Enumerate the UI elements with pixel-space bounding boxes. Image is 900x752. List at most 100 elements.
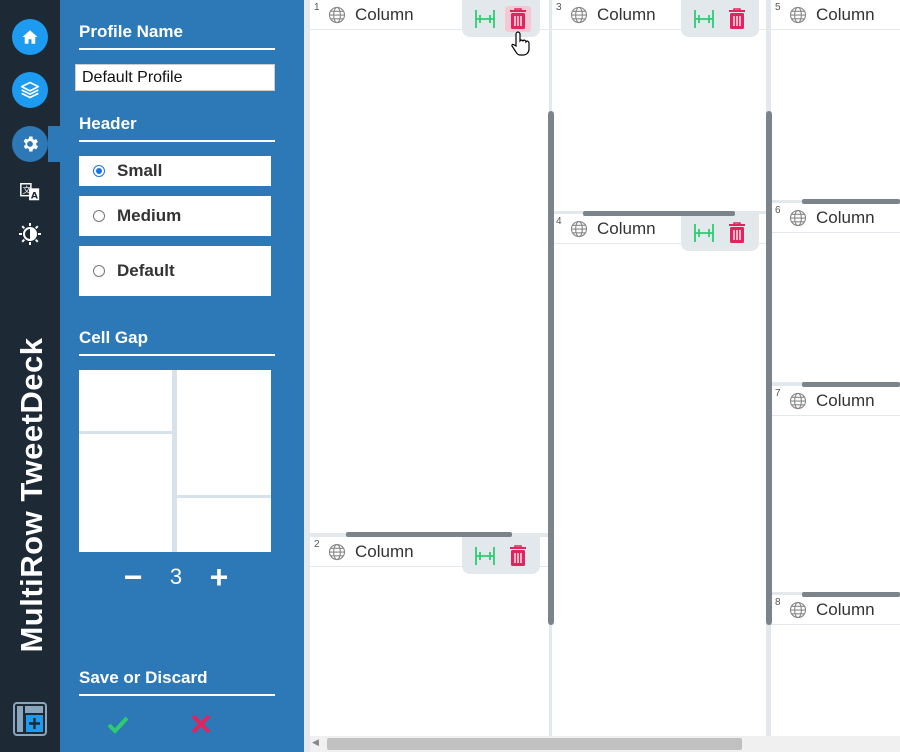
column-title: Column xyxy=(355,542,414,561)
translate-icon: 文A xyxy=(20,183,40,201)
delete-button[interactable] xyxy=(724,6,750,32)
split-icon xyxy=(693,9,714,28)
radio-selected[interactable] xyxy=(93,165,105,177)
column-header: 2 Column xyxy=(310,537,549,567)
column-actions xyxy=(462,0,540,37)
column-title: Column xyxy=(597,219,656,238)
column-cell: 6 Column xyxy=(771,203,900,382)
header-option-small[interactable]: Small xyxy=(79,156,271,186)
split-icon xyxy=(474,546,495,565)
header-title: Header xyxy=(79,114,275,142)
trash-icon xyxy=(728,7,745,29)
column-header: 3 Column xyxy=(552,0,766,30)
settings-panel: Profile Name Header Small Medium Default… xyxy=(60,0,304,752)
header-option-label: Small xyxy=(117,161,163,180)
column-cell: 7 Column xyxy=(771,386,900,592)
header-option-medium[interactable]: Medium xyxy=(79,196,271,236)
split-button[interactable] xyxy=(691,220,717,246)
radio-unselected[interactable] xyxy=(93,210,105,222)
split-button[interactable] xyxy=(691,6,717,32)
column-number: 5 xyxy=(775,2,781,13)
row-resize-handle[interactable] xyxy=(583,211,735,216)
save-title: Save or Discard xyxy=(79,668,275,696)
column-actions xyxy=(681,214,759,251)
column-resize-handle[interactable] xyxy=(766,111,772,625)
column-title: Column xyxy=(816,208,875,227)
column-workspace: 1 Column 2 Column 3 Column xyxy=(304,0,900,752)
column-header: 5 Column xyxy=(771,0,900,30)
column-cell: 5 Column xyxy=(771,0,900,200)
home-icon xyxy=(22,30,38,44)
increase-button[interactable]: + xyxy=(209,559,229,595)
column-cell: 8 Column xyxy=(771,595,900,736)
row-resize-handle[interactable] xyxy=(802,592,900,597)
column-number: 8 xyxy=(775,597,781,608)
add-layout-icon xyxy=(13,702,47,736)
cell-gap-preview xyxy=(79,370,271,552)
globe-icon xyxy=(789,209,807,227)
split-icon xyxy=(474,9,495,28)
horizontal-scroll-thumb[interactable] xyxy=(327,738,742,750)
profile-name-input[interactable] xyxy=(75,64,275,91)
globe-icon xyxy=(328,6,346,24)
column-title: Column xyxy=(816,391,875,410)
column-number: 7 xyxy=(775,388,781,399)
column-header: 7 Column xyxy=(771,386,900,416)
radio-unselected[interactable] xyxy=(93,265,105,277)
cell-gap-value: 3 xyxy=(169,564,183,589)
cell-gap-title: Cell Gap xyxy=(79,328,275,356)
svg-text:A: A xyxy=(31,190,39,201)
column-title: Column xyxy=(355,5,414,24)
discard-button[interactable] xyxy=(189,712,213,736)
brightness-icon xyxy=(19,223,41,245)
header-option-label: Default xyxy=(117,261,175,280)
split-icon xyxy=(693,223,714,242)
row-resize-handle[interactable] xyxy=(346,532,512,537)
column-number: 4 xyxy=(556,216,562,227)
globe-icon xyxy=(789,601,807,619)
cell-gap-stepper: − 3 + xyxy=(118,559,234,595)
split-button[interactable] xyxy=(472,6,498,32)
row-resize-handle[interactable] xyxy=(802,199,900,204)
layers-button[interactable] xyxy=(12,72,48,108)
profile-name-title: Profile Name xyxy=(79,22,275,50)
column-header: 4 Column xyxy=(552,214,766,244)
globe-icon xyxy=(789,6,807,24)
add-layout-button[interactable] xyxy=(13,702,47,736)
delete-button[interactable] xyxy=(724,220,750,246)
home-button[interactable] xyxy=(12,19,48,55)
theme-button[interactable] xyxy=(12,216,48,252)
delete-button[interactable] xyxy=(505,543,531,569)
column-actions xyxy=(681,0,759,37)
close-icon xyxy=(191,714,211,734)
row-resize-handle[interactable] xyxy=(802,382,900,387)
header-option-label: Medium xyxy=(117,206,182,225)
delete-button[interactable] xyxy=(504,5,531,32)
column-title: Column xyxy=(816,5,875,24)
trash-icon xyxy=(509,7,526,29)
layers-icon xyxy=(20,81,40,99)
scroll-left-arrow[interactable]: ◀ xyxy=(312,737,319,747)
check-icon xyxy=(107,716,129,734)
column-cell: 2 Column xyxy=(310,537,549,736)
globe-icon xyxy=(570,220,588,238)
header-option-default[interactable]: Default xyxy=(79,246,271,296)
column-number: 1 xyxy=(314,2,320,13)
trash-icon xyxy=(728,221,745,243)
column-number: 3 xyxy=(556,2,562,13)
column-title: Column xyxy=(597,5,656,24)
save-button[interactable] xyxy=(106,712,130,736)
column-actions xyxy=(462,537,540,574)
svg-text:文: 文 xyxy=(23,185,31,195)
column-title: Column xyxy=(816,600,875,619)
split-button[interactable] xyxy=(472,543,498,569)
column-header: 1 Column xyxy=(310,0,549,30)
column-cell: 3 Column xyxy=(552,0,766,211)
column-header: 8 Column xyxy=(771,595,900,625)
column-number: 2 xyxy=(314,539,320,550)
decrease-button[interactable]: − xyxy=(123,559,143,595)
column-resize-handle[interactable] xyxy=(548,111,554,625)
settings-button[interactable] xyxy=(12,126,48,162)
